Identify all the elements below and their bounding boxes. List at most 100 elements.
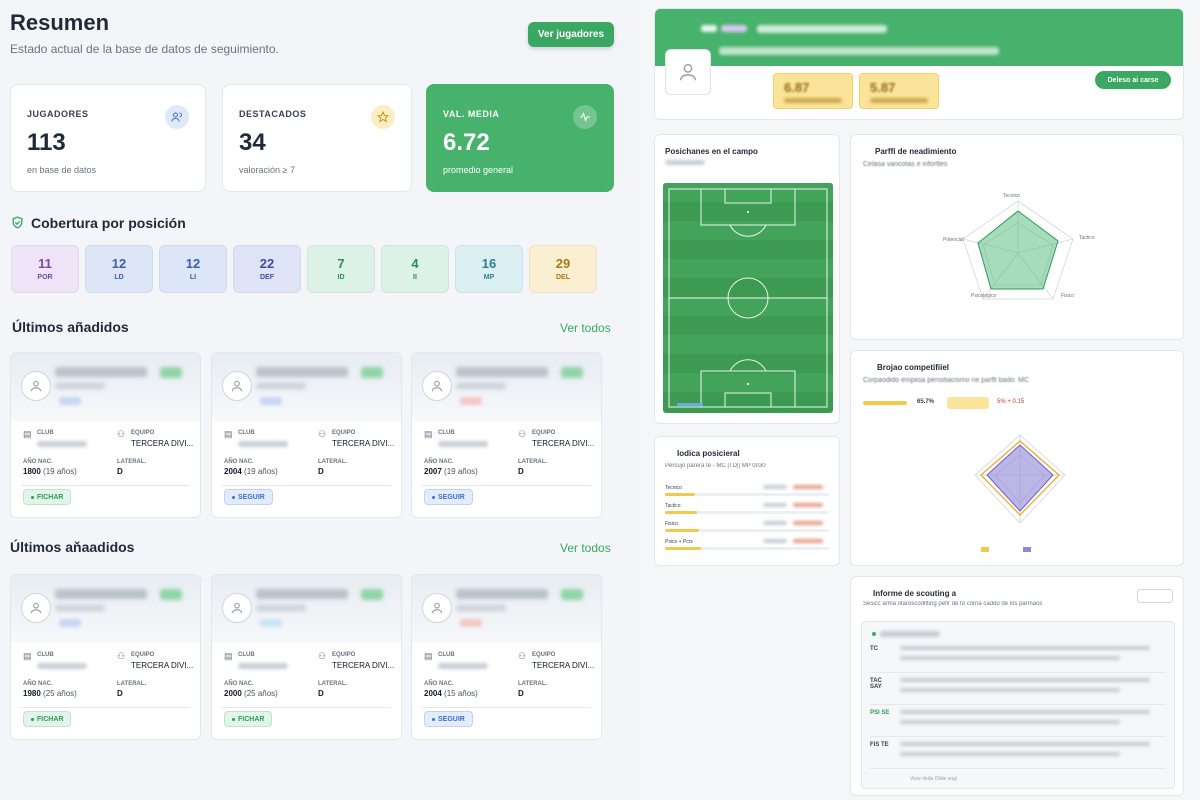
player-card-header — [11, 353, 200, 421]
field-label: EQUIPO — [332, 430, 356, 436]
birth-value: 1800 (19 años) — [23, 467, 77, 476]
field-label: EQUIPO — [532, 430, 556, 436]
view-all-link[interactable]: Ver todos — [560, 321, 611, 335]
field-label: LATERAL. — [518, 681, 548, 687]
player-action-button[interactable]: SEGUIR — [424, 489, 473, 505]
position-tile[interactable]: 12 LD — [85, 245, 153, 293]
building-icon: ▤ — [224, 429, 233, 439]
stat-value: 34 — [239, 129, 266, 156]
position-count: 29 — [555, 256, 571, 271]
users-icon: ⚇ — [117, 651, 126, 661]
report-row-label: PSI SE — [870, 710, 890, 716]
index-title: Iodica posicieral — [677, 449, 740, 458]
position-tile[interactable]: 7 ID — [307, 245, 375, 293]
performance-radar-card: Parffi de neadimiento Celasa vancotas e … — [850, 134, 1184, 340]
building-icon: ▤ — [23, 651, 32, 661]
field-label: LATERAL. — [117, 459, 147, 465]
stat-card-average: VAL. MEDIA 6.72 promedio general — [426, 84, 614, 192]
field-label: AÑO NAC. — [23, 681, 53, 687]
player-card[interactable]: ▤ CLUB ⚇ EQUIPO TERCERA DIVI... AÑO NAC. 2004 … — [411, 574, 602, 740]
position-tile[interactable]: 12 LI — [159, 245, 227, 293]
stat-label: DESTACADOS — [239, 109, 307, 119]
index-row-label: Tecnico — [665, 485, 682, 491]
avatar-icon — [422, 371, 452, 401]
scouting-report-card: Informe de scouting a Sesicc arma otaros… — [850, 576, 1184, 796]
player-card-header — [212, 353, 401, 421]
building-icon: ▤ — [224, 651, 233, 661]
birth-value: 1980 (25 años) — [23, 689, 77, 698]
player-card[interactable]: ▤ CLUB ⚇ EQUIPO TERCERA DIVI... AÑO NAC. 2007 … — [411, 352, 602, 518]
stat-card-players: JUGADORES 113 en base de datos — [10, 84, 206, 192]
field-label: CLUB — [238, 652, 255, 658]
birth-value: 2004 (19 años) — [224, 467, 278, 476]
field-label: AÑO NAC. — [224, 681, 254, 687]
report-body: TC TAC SAY PSI SE FIS TE View deda Olide so… — [861, 621, 1175, 789]
radar-subtitle: Celasa vancotas e inforttes — [863, 161, 948, 168]
index-row-label: Psico + Pcrs — [665, 539, 693, 545]
player-action-button[interactable]: SEGUIR — [424, 711, 473, 727]
compare-value: 65.7% — [917, 399, 935, 405]
side-value: D — [318, 689, 324, 698]
position-code: POR — [37, 274, 53, 281]
users-icon: ⚇ — [318, 429, 327, 439]
report-title: Informe de scouting a — [873, 589, 957, 598]
player-action-button[interactable]: FICHAR — [23, 711, 72, 727]
side-value: D — [518, 467, 524, 476]
birth-value: 2004 (15 años) — [424, 689, 478, 698]
compare-delta: 5% + 0.15 — [997, 399, 1025, 405]
field-label: AÑO NAC. — [424, 459, 454, 465]
field-label: EQUIPO — [131, 652, 155, 658]
compare-subtitle: Corpaodido empiisa pensitiacismo ne parf… — [863, 377, 1030, 384]
player-card[interactable]: ▤ CLUB ⚇ EQUIPO TERCERA DIVI... AÑO NAC. 2000 … — [211, 574, 402, 740]
report-footer: View deda Olide sogi — [910, 776, 957, 782]
users-icon: ⚇ — [117, 429, 126, 439]
position-tile[interactable]: 11 POR — [11, 245, 79, 293]
position-tile[interactable]: 29 DEL — [529, 245, 597, 293]
birth-value: 2007 (19 años) — [424, 467, 478, 476]
radar-axis-label: Fisico — [1061, 293, 1075, 299]
field-label: LATERAL. — [318, 459, 348, 465]
side-value: D — [318, 467, 324, 476]
users-icon: ⚇ — [518, 429, 527, 439]
report-row-label: TAC SAY — [870, 678, 882, 690]
stat-sub: promedio general — [443, 165, 514, 175]
view-players-button[interactable]: Ver jugadores — [528, 22, 614, 47]
page-title: Resumen — [10, 10, 110, 35]
score-value: 5.87 — [870, 80, 896, 95]
player-card-header — [412, 575, 601, 643]
player-card[interactable]: ▤ CLUB ⚇ EQUIPO TERCERA DIVI... AÑO NAC. 2004 … — [211, 352, 402, 518]
shield-icon — [11, 216, 24, 234]
report-row-label: FIS TE — [870, 742, 889, 748]
player-card[interactable]: ▤ CLUB ⚇ EQUIPO TERCERA DIVI... AÑO NAC. 1980 … — [10, 574, 201, 740]
position-code: DEL — [556, 274, 570, 281]
stat-value: 6.72 — [443, 129, 490, 156]
position-count: 22 — [259, 256, 275, 271]
radar-axis-label: Tecnico — [1003, 193, 1020, 199]
position-tile[interactable]: 4 II — [381, 245, 449, 293]
field-label: EQUIPO — [131, 430, 155, 436]
stat-value: 113 — [27, 129, 66, 156]
users-icon — [165, 105, 189, 129]
building-icon: ▤ — [424, 651, 433, 661]
player-action-button[interactable]: SEGUIR — [224, 489, 273, 505]
player-header-card: 6.87 5.87 Deleso ai carse — [654, 8, 1184, 120]
score-box: 6.87 — [773, 73, 853, 109]
action-button[interactable]: Deleso ai carse — [1095, 71, 1171, 89]
compare-title: Brojao competifiiel — [877, 363, 950, 372]
player-action-button[interactable]: FICHAR — [224, 711, 273, 727]
side-value: D — [117, 689, 123, 698]
field-label: EQUIPO — [532, 652, 556, 658]
view-all-link[interactable]: Ver todos — [560, 541, 611, 555]
report-action-button[interactable] — [1137, 589, 1173, 603]
player-action-button[interactable]: FICHAR — [23, 489, 72, 505]
position-count: 16 — [481, 256, 497, 271]
player-card[interactable]: ▤ CLUB ⚇ EQUIPO TERCERA DIVI... AÑO NAC. 1800 … — [10, 352, 201, 518]
field-label: AÑO NAC. — [224, 459, 254, 465]
position-tile[interactable]: 22 DEF — [233, 245, 301, 293]
player-avatar — [665, 49, 711, 95]
stat-sub: valoración ≥ 7 — [239, 165, 295, 175]
position-tile[interactable]: 16 MP — [455, 245, 523, 293]
field-label: CLUB — [37, 652, 54, 658]
building-icon: ▤ — [23, 429, 32, 439]
page-subtitle: Estado actual de la base de datos de seg… — [10, 42, 279, 56]
